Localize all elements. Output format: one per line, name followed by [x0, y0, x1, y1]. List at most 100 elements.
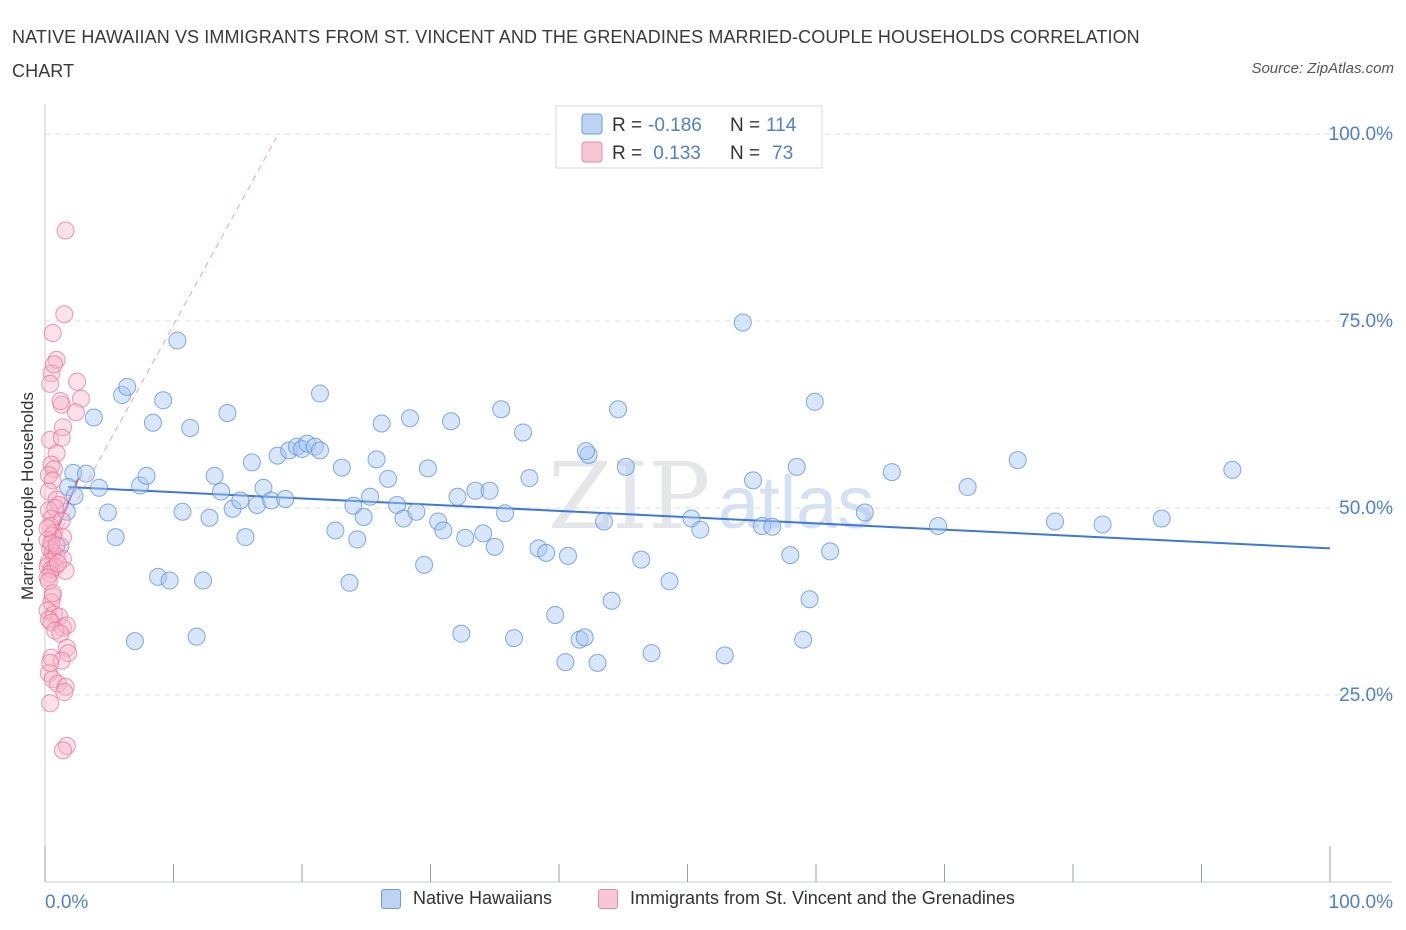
data-point-native-hawaiians: [168, 331, 187, 350]
trend-line-pink: [45, 477, 80, 557]
data-point-native-hawaiians: [106, 528, 125, 547]
data-point-native-hawaiians: [520, 469, 539, 488]
data-point-st-vincent: [51, 392, 70, 411]
axes-layer: [44, 104, 1392, 883]
data-point-native-hawaiians: [660, 572, 679, 591]
y-tick-label: 75.0%: [1339, 311, 1393, 332]
data-point-native-hawaiians: [143, 413, 162, 432]
data-point-st-vincent: [56, 221, 75, 240]
data-point-native-hawaiians: [205, 466, 224, 485]
data-point-native-hawaiians: [89, 478, 108, 497]
data-point-native-hawaiians: [609, 400, 628, 419]
data-point-native-hawaiians: [753, 516, 772, 535]
trend-line-pink-extended: [45, 137, 277, 557]
data-point-native-hawaiians: [821, 542, 840, 561]
data-point-native-hawaiians: [354, 507, 373, 526]
data-point-native-hawaiians: [59, 478, 78, 497]
data-point-native-hawaiians: [276, 490, 295, 509]
data-point-native-hawaiians: [160, 571, 179, 590]
stats-legend: R = -0.186 N = 114 R = 0.133 N = 73: [555, 105, 823, 169]
labels-layer: 100.0% 75.0% 50.0% 25.0% 0.0% 100.0%: [45, 124, 1393, 913]
data-point-native-hawaiians: [131, 476, 150, 495]
data-point-native-hawaiians: [1152, 509, 1171, 528]
y-tick-label: 25.0%: [1339, 685, 1393, 706]
y-tick-label: 100.0%: [1329, 124, 1394, 145]
data-point-st-vincent: [71, 389, 90, 408]
data-point-native-hawaiians: [326, 521, 345, 540]
data-point-native-hawaiians: [367, 450, 386, 469]
data-point-st-vincent: [48, 554, 67, 573]
data-point-st-vincent: [52, 428, 71, 447]
data-point-native-hawaiians: [575, 628, 594, 647]
y-tick-label: 50.0%: [1339, 498, 1393, 519]
data-point-native-hawaiians: [505, 629, 524, 648]
legend-swatch-pink: [598, 888, 618, 909]
data-point-native-hawaiians: [125, 632, 144, 651]
trend-line-blue: [68, 486, 1331, 550]
stats-n-label-1: N =: [730, 115, 760, 136]
data-point-native-hawaiians: [442, 412, 461, 431]
stats-swatch-blue: [581, 113, 603, 135]
bottom-legend: Native Hawaiians Immigrants from St. Vin…: [0, 888, 1406, 918]
data-point-st-vincent: [43, 323, 62, 342]
data-point-native-hawaiians: [310, 441, 329, 460]
stats-r-value-2: 0.133: [648, 143, 701, 164]
watermark-atlas: atlas: [718, 461, 874, 544]
legend-item-native-hawaiians[interactable]: Native Hawaiians: [381, 888, 552, 909]
data-point-st-vincent: [68, 372, 87, 391]
data-point-native-hawaiians: [361, 487, 380, 506]
data-point-st-vincent: [59, 644, 78, 663]
legend-item-st-vincent[interactable]: Immigrants from St. Vincent and the Gren…: [598, 888, 1015, 909]
data-point-native-hawaiians: [262, 491, 281, 510]
data-point-native-hawaiians: [594, 512, 613, 531]
data-point-native-hawaiians: [800, 590, 819, 609]
legend-label-st-vincent: Immigrants from St. Vincent and the Gren…: [630, 888, 1015, 908]
data-point-native-hawaiians: [118, 377, 137, 396]
data-point-native-hawaiians: [805, 392, 824, 411]
data-point-native-hawaiians: [415, 555, 434, 574]
data-point-native-hawaiians: [576, 442, 595, 461]
data-point-native-hawaiians: [794, 630, 813, 649]
data-point-native-hawaiians: [715, 646, 734, 665]
data-point-native-hawaiians: [492, 400, 511, 419]
x-tick-label: 100.0%: [1329, 892, 1394, 913]
data-point-native-hawaiians: [218, 404, 237, 423]
data-point-native-hawaiians: [154, 391, 173, 410]
data-point-native-hawaiians: [231, 491, 250, 510]
data-point-native-hawaiians: [310, 384, 329, 403]
data-point-native-hawaiians: [194, 571, 213, 590]
data-point-native-hawaiians: [691, 520, 710, 539]
data-point-native-hawaiians: [733, 313, 752, 332]
data-point-native-hawaiians: [546, 605, 565, 624]
data-point-native-hawaiians: [1008, 451, 1027, 470]
data-point-native-hawaiians: [448, 487, 467, 506]
data-point-native-hawaiians: [763, 517, 782, 536]
data-point-native-hawaiians: [268, 446, 287, 465]
stats-r-value-1: -0.186: [648, 115, 702, 136]
data-point-st-vincent: [44, 355, 63, 374]
data-point-native-hawaiians: [429, 512, 448, 531]
data-point-native-hawaiians: [474, 524, 493, 543]
data-point-native-hawaiians: [65, 487, 84, 506]
data-point-native-hawaiians: [588, 653, 607, 672]
data-point-native-hawaiians: [480, 481, 499, 500]
data-point-st-vincent: [55, 683, 74, 702]
data-point-native-hawaiians: [200, 508, 219, 527]
data-point-st-vincent: [39, 610, 58, 629]
data-point-native-hawaiians: [340, 573, 359, 592]
stats-n-value-2: 73: [772, 143, 793, 164]
data-point-st-vincent: [47, 444, 66, 463]
data-point-native-hawaiians: [602, 591, 621, 610]
data-point-native-hawaiians: [434, 521, 453, 540]
data-point-native-hawaiians: [787, 457, 806, 476]
data-point-native-hawaiians: [236, 528, 255, 547]
trend-layer: [45, 137, 1331, 557]
data-point-st-vincent: [41, 694, 60, 713]
points-layer: [38, 221, 1242, 760]
data-point-native-hawaiians: [64, 463, 83, 482]
data-point-native-hawaiians: [514, 423, 533, 442]
data-point-native-hawaiians: [1046, 512, 1065, 531]
data-point-native-hawaiians: [556, 653, 575, 672]
data-point-native-hawaiians: [855, 503, 874, 522]
